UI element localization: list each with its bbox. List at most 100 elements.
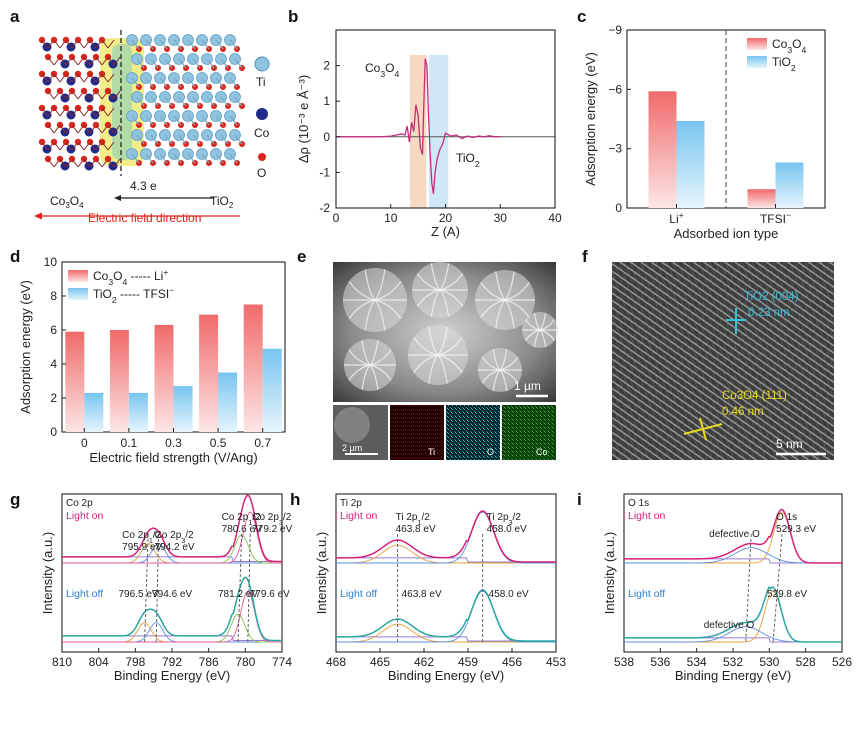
bond bbox=[131, 115, 140, 126]
petal bbox=[539, 319, 556, 331]
x-tick-label: 786 bbox=[199, 655, 219, 669]
peak-label-1-0: 529.8 eV bbox=[767, 589, 807, 600]
peak-guide-line bbox=[237, 533, 243, 645]
bond bbox=[59, 56, 67, 66]
petal bbox=[430, 263, 441, 291]
petal bbox=[533, 312, 541, 331]
bond bbox=[187, 39, 196, 50]
y-tick-label: −9 bbox=[608, 23, 622, 37]
bond bbox=[131, 77, 140, 88]
bond bbox=[150, 134, 159, 145]
bond bbox=[159, 77, 168, 88]
y-axis-label: Adsorption energy (eV) bbox=[583, 52, 598, 186]
bond bbox=[89, 39, 97, 49]
petal bbox=[348, 349, 371, 366]
x-tick-label: 462 bbox=[414, 655, 434, 669]
bond bbox=[206, 134, 215, 145]
petal bbox=[499, 369, 519, 384]
bond bbox=[71, 124, 79, 134]
y-tick-label: −3 bbox=[608, 142, 622, 156]
peak-label-1-2: 781.2 eV bbox=[218, 589, 258, 600]
y-tick-label: 1 bbox=[323, 94, 330, 108]
y-tick-label: 6 bbox=[50, 323, 57, 337]
bond bbox=[41, 39, 49, 49]
eds-map-co-label: Co bbox=[536, 447, 548, 457]
peak-label-0-2: 780.6 eV bbox=[222, 524, 262, 535]
bond bbox=[107, 39, 115, 49]
x-tick-label: 456 bbox=[502, 655, 522, 669]
bond bbox=[107, 158, 115, 168]
fit-component-1-2 bbox=[62, 613, 282, 643]
panel-label-i: i bbox=[577, 490, 582, 509]
charge-arrow-head-icon bbox=[114, 195, 121, 201]
bar-co3o4li-1 bbox=[109, 330, 129, 432]
panel-i-o1s-xps: 538 536 534 532 530 528 526 Binding Energy (eV)… bbox=[602, 493, 852, 683]
y-axis-label: Intensity (a.u.) bbox=[314, 532, 329, 614]
bond bbox=[107, 56, 115, 66]
panel-labels: a b c d e f g h i bbox=[10, 7, 588, 509]
peak-guide-line bbox=[247, 533, 251, 645]
bond bbox=[131, 39, 140, 50]
peak-label-0-1: Co 2p3/2 bbox=[155, 530, 194, 545]
bond bbox=[71, 158, 79, 168]
bond bbox=[95, 124, 103, 134]
bond bbox=[234, 96, 243, 107]
peak-guide-line bbox=[144, 533, 149, 645]
fit-component-1-1 bbox=[62, 622, 282, 643]
eds-map-ti bbox=[390, 405, 444, 460]
bond bbox=[65, 107, 73, 117]
co3o4-annotation: Co3O4 bbox=[365, 61, 399, 79]
bond bbox=[95, 158, 103, 168]
x-tick-label: 20 bbox=[439, 211, 453, 225]
bond bbox=[192, 96, 201, 107]
x-tick-label: 468 bbox=[326, 655, 346, 669]
fit-component-0-1 bbox=[624, 547, 842, 564]
bond bbox=[159, 115, 168, 126]
petal bbox=[430, 289, 441, 317]
bond bbox=[41, 141, 49, 151]
petal bbox=[439, 289, 464, 307]
series-label-1: Light off bbox=[628, 588, 665, 600]
bond bbox=[150, 96, 159, 107]
co3o4-spacing-label: 0.46 nm bbox=[722, 406, 764, 418]
x-tick-label: 10 bbox=[384, 211, 398, 225]
fit-component-1-0 bbox=[335, 623, 556, 643]
peak-label-0-3: 779.2 eV bbox=[252, 524, 292, 535]
bond bbox=[234, 58, 243, 69]
bond bbox=[173, 77, 182, 88]
co3o4-plane-label: Co3O4 (111) bbox=[722, 390, 787, 402]
petal bbox=[348, 364, 371, 381]
charge-density-line bbox=[336, 58, 501, 194]
x-tick-label: 0 bbox=[333, 211, 340, 225]
fit-component-0-0 bbox=[335, 544, 556, 564]
panel-label-h: h bbox=[290, 490, 300, 509]
panel-label-b: b bbox=[288, 7, 298, 26]
bond bbox=[47, 158, 55, 168]
tio2-spacing-label: 0.23 nm bbox=[748, 307, 790, 319]
x-tick-label: 30 bbox=[494, 211, 508, 225]
left-material-label: Co3O4 bbox=[50, 194, 84, 210]
x-tick-label: 453 bbox=[546, 655, 566, 669]
peak-label-0-0: 463.8 eV bbox=[396, 524, 436, 535]
petal bbox=[364, 269, 376, 301]
series-label-0: Light on bbox=[66, 510, 104, 522]
x-category-label: 0 bbox=[81, 436, 88, 450]
panel-label-a: a bbox=[10, 7, 20, 26]
charge-transfer-label: 4.3 e bbox=[130, 179, 157, 193]
bar-tio2-0 bbox=[676, 120, 705, 208]
petal bbox=[437, 354, 448, 384]
x-category-label: 0.7 bbox=[254, 436, 271, 450]
y-tick-label: 0 bbox=[323, 130, 330, 144]
bond bbox=[192, 58, 201, 69]
panel-g-co2p-xps: 810 804 798 792 786 780 774 Binding Energy (eV)… bbox=[40, 493, 293, 683]
bond bbox=[59, 158, 67, 168]
bond bbox=[53, 107, 61, 117]
peak-label-0-3: Co 2p3/2 bbox=[252, 512, 291, 527]
peak-label-0-1: defective O bbox=[709, 529, 760, 540]
petal bbox=[374, 299, 386, 331]
bond bbox=[229, 153, 238, 164]
y-axis-label: Intensity (a.u.) bbox=[602, 532, 617, 614]
bar-co3o4li-2 bbox=[154, 324, 174, 432]
petal bbox=[413, 354, 439, 373]
eds-map-o-label: O bbox=[487, 447, 494, 457]
